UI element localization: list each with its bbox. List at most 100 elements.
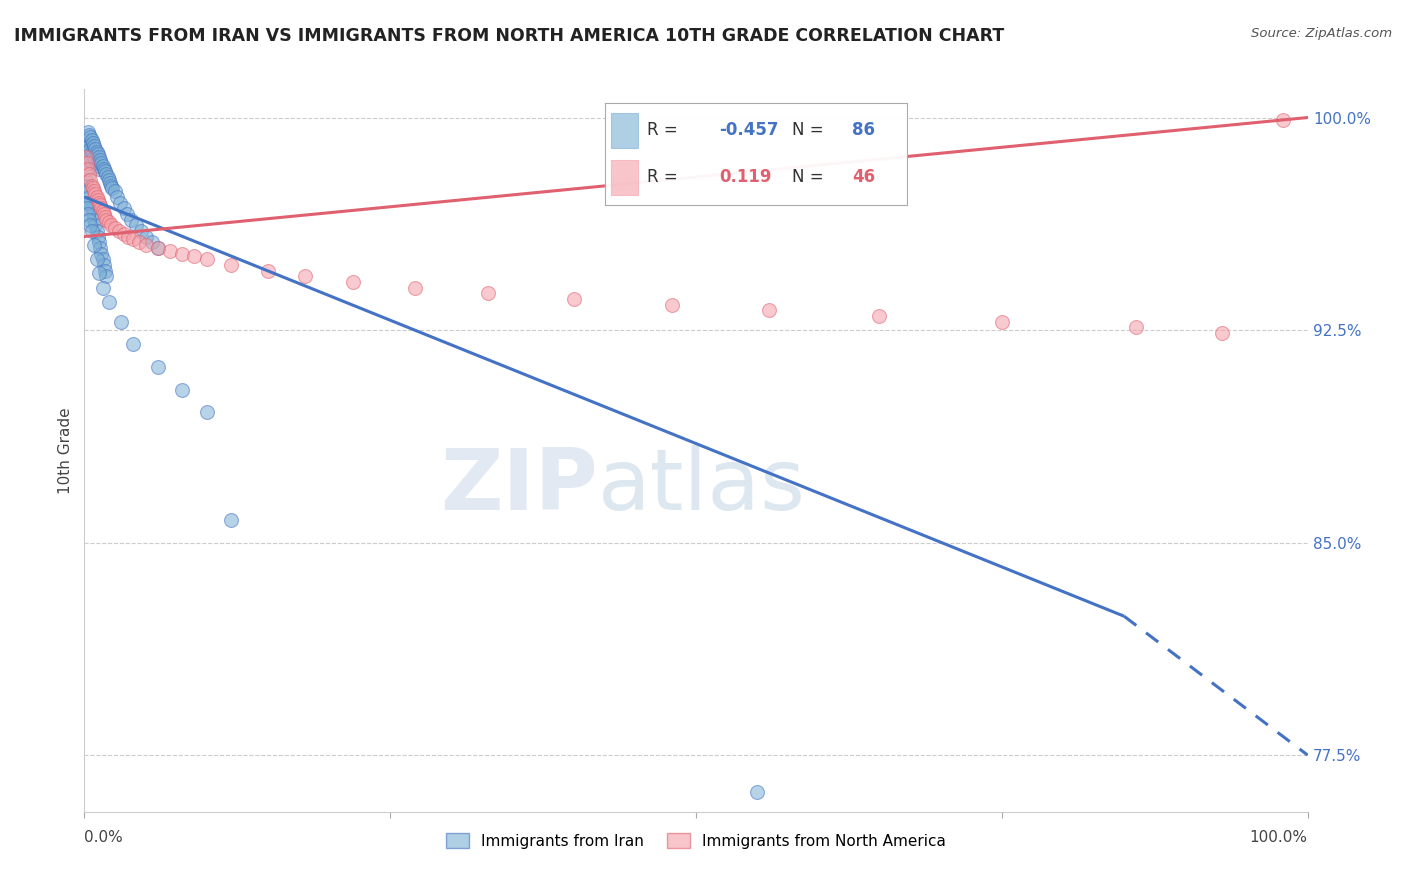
Point [84, 142, 107, 156]
Point [146, 359, 169, 374]
Point [76, 201, 98, 215]
Point [77, 184, 100, 198]
Point [83, 238, 105, 252]
Point [294, 269, 316, 284]
Point [83, 139, 105, 153]
Text: R =: R = [647, 169, 678, 186]
Point [84, 218, 107, 232]
Point [129, 224, 152, 238]
Point [146, 241, 169, 255]
Point [94, 263, 117, 277]
Point [76, 178, 98, 193]
Legend: Immigrants from Iran, Immigrants from North America: Immigrants from Iran, Immigrants from No… [440, 827, 952, 855]
Point [93, 161, 115, 176]
Point [87, 266, 110, 280]
Point [91, 204, 114, 219]
Point [562, 292, 585, 306]
Point [108, 195, 131, 210]
Text: ZIP: ZIP [440, 445, 598, 528]
Point [80, 201, 103, 215]
Point [94, 164, 117, 178]
Point [747, 785, 769, 799]
Point [77, 167, 100, 181]
Point [91, 252, 114, 267]
Point [93, 258, 115, 272]
Point [183, 249, 205, 263]
Point [257, 263, 280, 277]
Point [100, 218, 122, 232]
Point [1125, 320, 1147, 334]
Point [96, 167, 118, 181]
Point [112, 201, 135, 215]
Point [91, 159, 114, 173]
Point [77, 207, 100, 221]
Point [93, 207, 115, 221]
Point [97, 169, 120, 184]
Point [219, 513, 242, 527]
Y-axis label: 10th Grade: 10th Grade [58, 407, 73, 494]
Text: 86: 86 [852, 121, 876, 139]
Point [87, 161, 110, 176]
Point [1272, 113, 1295, 128]
Point [107, 224, 129, 238]
Point [146, 241, 169, 255]
Point [89, 241, 111, 255]
Point [82, 181, 104, 195]
Point [83, 212, 105, 227]
Text: N =: N = [792, 169, 824, 186]
Point [82, 147, 104, 161]
Point [84, 153, 107, 167]
Point [141, 235, 163, 250]
Point [97, 215, 120, 229]
Point [77, 150, 100, 164]
Point [96, 212, 118, 227]
Point [87, 193, 110, 207]
Point [195, 405, 218, 419]
Point [89, 153, 111, 167]
Point [86, 224, 108, 238]
Point [96, 269, 118, 284]
Point [79, 195, 101, 210]
Point [80, 178, 103, 193]
Point [117, 229, 139, 244]
Point [76, 153, 98, 167]
Text: 0.0%: 0.0% [84, 830, 124, 845]
Point [86, 252, 108, 267]
Point [87, 235, 110, 250]
Point [991, 314, 1014, 328]
Point [90, 156, 112, 170]
Point [342, 275, 364, 289]
Point [77, 161, 100, 176]
Point [77, 139, 100, 153]
Point [104, 221, 127, 235]
Point [84, 187, 107, 202]
Point [75, 139, 97, 153]
Point [87, 195, 110, 210]
Point [87, 159, 110, 173]
Point [87, 150, 110, 164]
Point [82, 207, 104, 221]
Point [76, 156, 98, 170]
Point [1211, 326, 1233, 340]
Point [104, 184, 127, 198]
Point [219, 258, 242, 272]
Point [80, 156, 103, 170]
Point [101, 181, 124, 195]
Point [128, 235, 150, 250]
Point [86, 190, 108, 204]
Text: 0.119: 0.119 [720, 169, 772, 186]
Text: 100.0%: 100.0% [1250, 830, 1308, 845]
Point [110, 314, 132, 328]
Point [77, 128, 100, 142]
Point [125, 218, 148, 232]
Text: -0.457: -0.457 [720, 121, 779, 139]
Text: Source: ZipAtlas.com: Source: ZipAtlas.com [1251, 27, 1392, 40]
Point [105, 190, 128, 204]
Point [172, 383, 194, 397]
Point [120, 212, 142, 227]
Point [86, 145, 108, 159]
Point [122, 232, 145, 246]
Point [77, 133, 100, 147]
Point [77, 125, 100, 139]
Point [75, 173, 97, 187]
